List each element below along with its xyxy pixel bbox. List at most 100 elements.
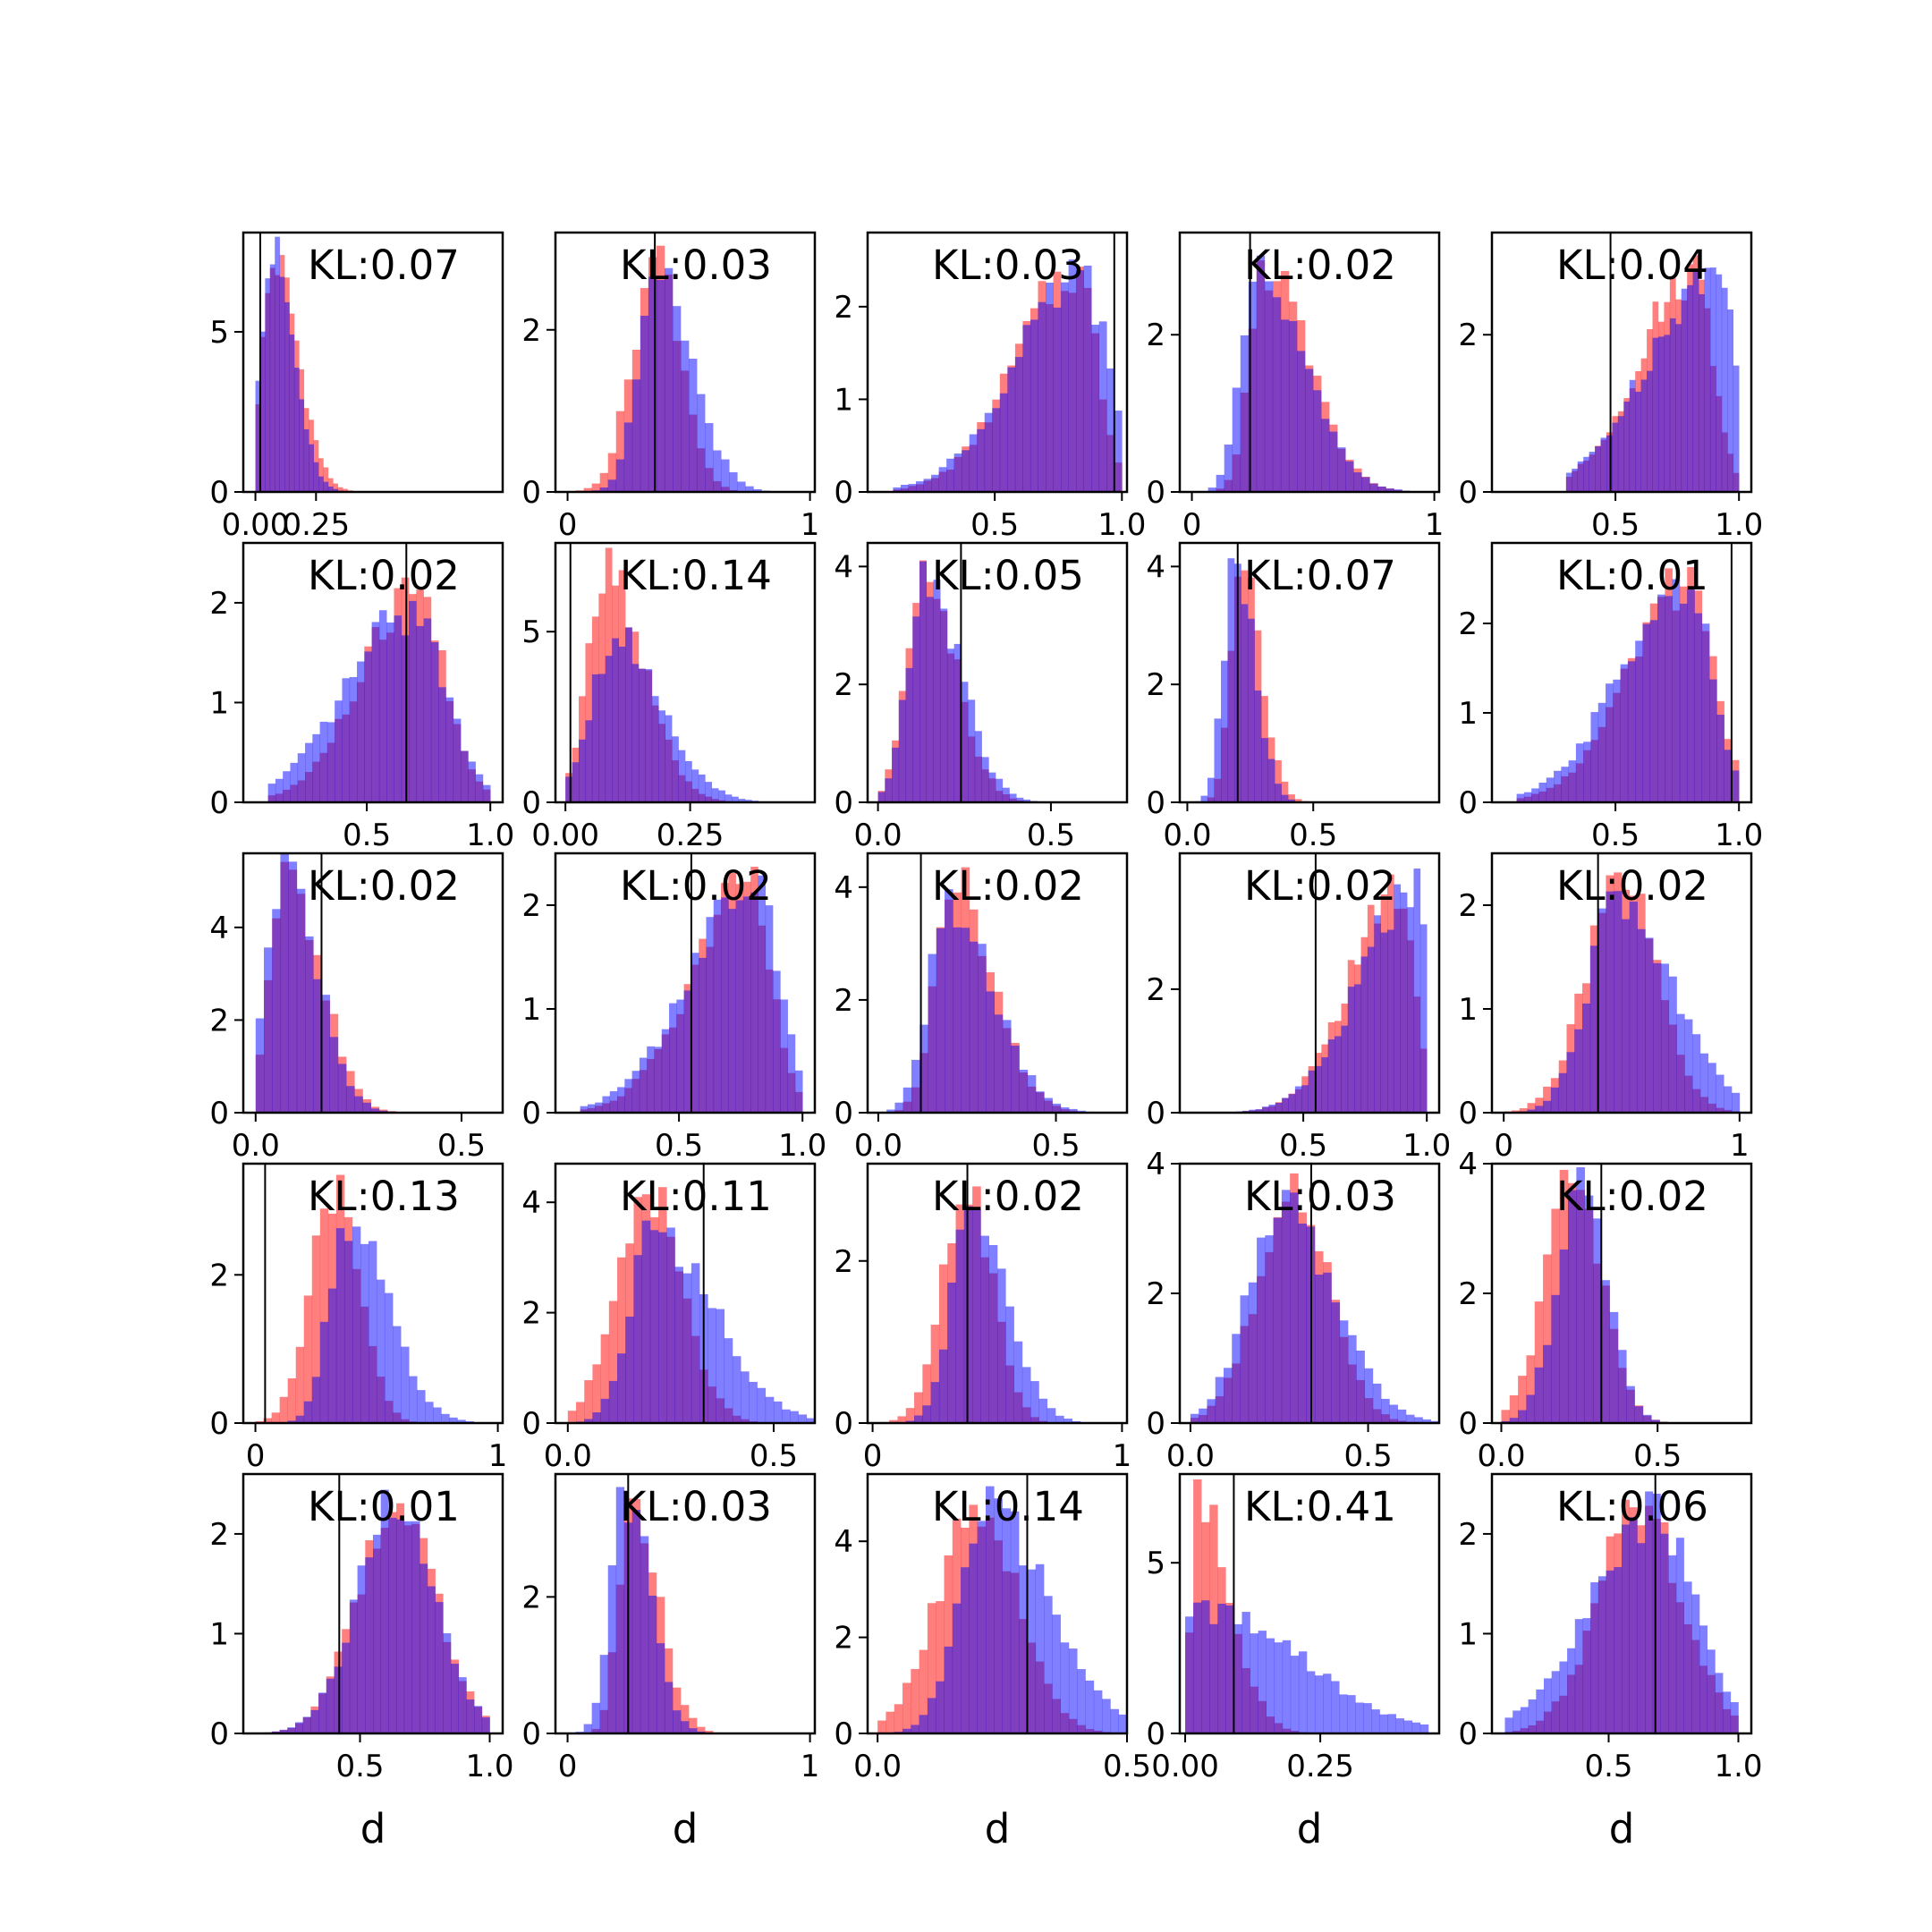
blue-histogram-bar (623, 422, 633, 492)
blue-histogram-bar (1679, 603, 1688, 802)
blue-histogram-bar (919, 561, 928, 802)
blue-histogram-bar (360, 1243, 369, 1423)
blue-histogram-bar (438, 687, 446, 802)
blue-histogram-bar (919, 1024, 928, 1113)
blue-histogram-bar (1509, 1418, 1519, 1423)
blue-histogram-bar (1110, 1708, 1119, 1733)
blue-histogram-bar (618, 646, 626, 802)
blue-histogram-bar (1208, 487, 1216, 492)
blue-histogram-bar (732, 796, 739, 802)
blue-histogram-bar (1684, 1019, 1693, 1113)
blue-histogram-bar (289, 334, 295, 492)
axes-frame (1490, 1472, 1753, 1735)
blue-histogram-bar (1642, 623, 1651, 802)
x-tick-label: 1.0 (466, 818, 514, 853)
blue-histogram-bar (1411, 1722, 1421, 1733)
y-tick-label: 2 (1458, 1276, 1478, 1312)
blue-histogram-bar (698, 774, 706, 802)
blue-histogram-bar (1207, 1399, 1216, 1423)
blue-histogram-bar (1538, 783, 1547, 802)
blue-histogram-bar (1583, 741, 1591, 802)
blue-histogram-bar (1518, 1410, 1527, 1423)
blue-histogram-bar (649, 1230, 659, 1423)
blue-histogram-bar (255, 380, 261, 492)
blue-histogram-bar (303, 1401, 313, 1423)
blue-histogram-bar (1397, 1409, 1407, 1423)
blue-histogram-bar (1321, 419, 1330, 492)
kl-annotation: KL:0.02 (932, 1173, 1084, 1220)
blue-histogram-bar (1233, 1623, 1242, 1733)
histogram-bars (1565, 255, 1740, 492)
blue-histogram-bar (1653, 962, 1662, 1113)
blue-histogram-bar (1250, 1633, 1258, 1733)
blue-histogram-bar (354, 1096, 363, 1113)
y-tick-label: 2 (1458, 888, 1478, 924)
blue-histogram-bar (1623, 401, 1631, 492)
blue-histogram-bar (1085, 1680, 1095, 1733)
blue-histogram-bar (1645, 937, 1654, 1113)
blue-histogram-bar (337, 1063, 347, 1113)
blue-histogram-bar (1339, 1694, 1348, 1733)
red-histogram-bar (591, 483, 600, 492)
blue-histogram-bar (599, 1655, 609, 1733)
blue-histogram-bar (1709, 679, 1717, 802)
blue-histogram-bar (1019, 1069, 1029, 1113)
red-histogram-bar (1519, 1108, 1528, 1113)
blue-histogram-bar (617, 1353, 626, 1423)
blue-histogram-bar (953, 453, 962, 492)
red-histogram-bar (930, 1325, 940, 1423)
blue-histogram-bar (1063, 1419, 1072, 1423)
blue-histogram-bar (1290, 1656, 1300, 1733)
panel-1-3: 0.5 1.0 0 1 2 KL:0.03 (834, 231, 1146, 543)
blue-histogram-bar (656, 279, 665, 492)
x-tick-label: 0.0 (544, 1438, 592, 1474)
blue-histogram-bar (961, 928, 970, 1113)
kl-annotation: KL:0.13 (308, 1173, 460, 1220)
blue-histogram-bar (1715, 1673, 1724, 1733)
blue-histogram-bar (371, 622, 380, 802)
blue-histogram-bar (1273, 1217, 1283, 1423)
blue-histogram-bar (430, 641, 439, 802)
histogram-bars (893, 259, 1123, 492)
blue-histogram-bar (984, 412, 993, 492)
blue-histogram-bar (689, 359, 698, 492)
blue-histogram-bar (1002, 787, 1010, 802)
red-histogram-bar (615, 411, 625, 492)
blue-histogram-bar (313, 979, 322, 1113)
blue-histogram-bar (1721, 287, 1728, 492)
blue-histogram-bar (313, 462, 319, 492)
blue-histogram-bar (1589, 945, 1598, 1113)
blue-histogram-bar (449, 1417, 458, 1423)
blue-histogram-bar (583, 1724, 592, 1733)
blue-histogram-bar (1613, 679, 1621, 802)
blue-histogram-bar (902, 1728, 911, 1733)
blue-histogram-bar (691, 769, 699, 802)
blue-histogram-bar (1254, 690, 1262, 802)
blue-histogram-bar (1220, 660, 1228, 802)
panel-1-2: 0 1 0 2 KL:0.03 (521, 231, 819, 543)
panel-3-2: 0.5 1.0 0 1 2 KL:0.02 (521, 852, 826, 1164)
blue-histogram-bar (1214, 718, 1222, 802)
histogram-bars (877, 560, 1052, 802)
histogram-bars (567, 1187, 815, 1423)
x-tick-label: 0.5 (1344, 1438, 1393, 1474)
blue-histogram-bar (735, 900, 744, 1113)
y-tick-label: 0 (209, 1096, 229, 1131)
blue-histogram-bar (1266, 1638, 1275, 1733)
blue-histogram-bar (327, 1288, 337, 1423)
blue-histogram-bar (1576, 1167, 1585, 1423)
blue-histogram-bar (745, 486, 754, 492)
blue-histogram-bar (255, 1018, 265, 1113)
blue-histogram-bar (1337, 447, 1346, 492)
blue-histogram-bar (1297, 351, 1306, 492)
blue-histogram-bar (1013, 1341, 1023, 1423)
blue-histogram-bar (1372, 1383, 1382, 1423)
x-tick-label: 1 (1425, 507, 1445, 543)
red-histogram-bar (303, 1295, 313, 1423)
kl-annotation: KL:0.02 (1244, 862, 1396, 910)
blue-histogram-bar (1281, 1190, 1291, 1423)
blue-histogram-bar (969, 434, 978, 492)
blue-histogram-bar (1635, 640, 1643, 802)
red-histogram-bar (608, 1301, 618, 1423)
x-tick-label: 1 (801, 1749, 820, 1784)
